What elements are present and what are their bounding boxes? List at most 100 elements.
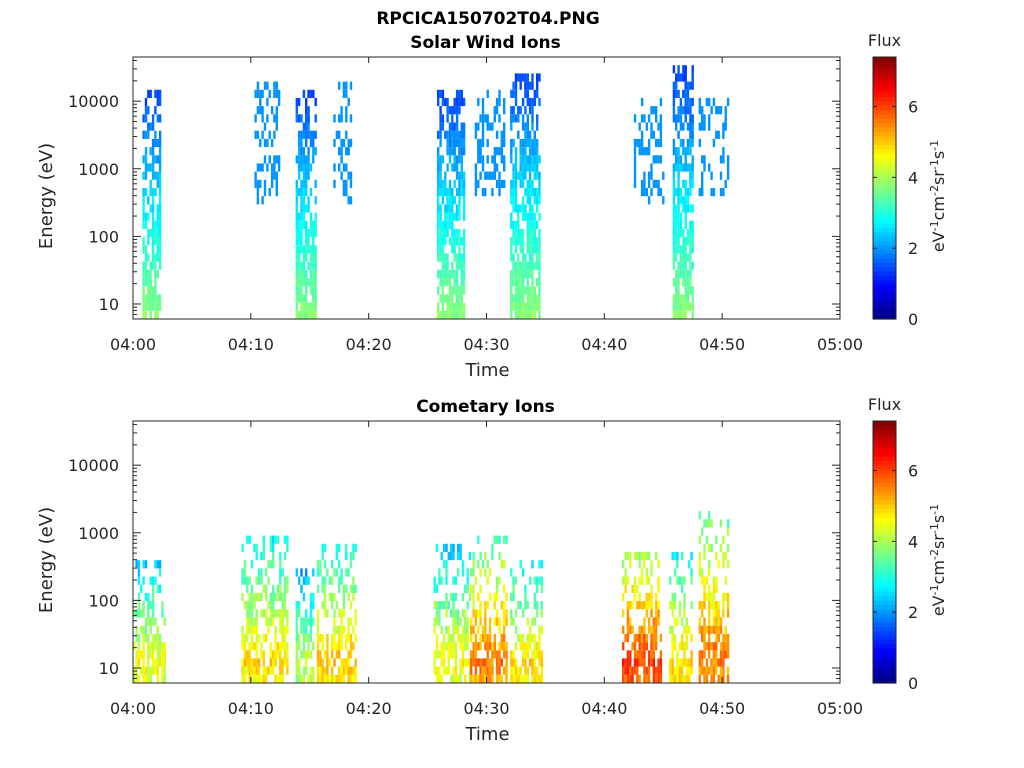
panel1-cell	[340, 106, 343, 115]
panel2-cell	[472, 609, 475, 618]
panel1-cell	[455, 228, 459, 238]
panel2-cell	[345, 666, 348, 675]
panel1-cell	[521, 155, 525, 164]
panel1-cell	[309, 188, 313, 197]
panel2-cell	[274, 609, 277, 618]
panel1-cell	[689, 81, 692, 90]
panel2-cell	[650, 609, 653, 618]
panel2-cell	[524, 666, 527, 675]
panel1-cell	[302, 179, 306, 188]
panel1-cell	[686, 294, 690, 303]
panel2-cell	[624, 552, 627, 561]
panel1-cell	[338, 114, 341, 123]
panel1-cell	[521, 269, 525, 279]
panel2-cell	[712, 650, 716, 659]
panel2-cell	[438, 666, 441, 675]
panel2-cell	[445, 601, 448, 610]
panel2-cell	[250, 633, 254, 643]
panel1-cell	[444, 237, 447, 246]
panel1-cell	[526, 212, 529, 221]
panel2-cell	[505, 650, 508, 659]
panel2-cell	[255, 666, 258, 675]
panel2-cell	[726, 601, 730, 610]
panel2-cell	[698, 552, 701, 561]
panel2-cell	[246, 576, 249, 585]
panel1-cell	[158, 155, 162, 164]
panel1-cell	[675, 302, 678, 311]
panel1-cell	[458, 237, 461, 246]
panel1-cell	[512, 237, 515, 246]
panel2-cell	[524, 674, 527, 683]
panel2-cell	[493, 633, 496, 643]
panel2-cell	[722, 601, 725, 610]
panel1-cell	[519, 81, 522, 90]
panel1-cell	[444, 228, 447, 238]
panel1-cell	[439, 114, 442, 123]
panel1-cell	[458, 188, 461, 197]
panel1-cell	[256, 188, 260, 197]
panel1-cell	[444, 179, 447, 188]
panel1-cell	[298, 163, 301, 172]
panel2-cell	[241, 576, 244, 585]
panel2-cell	[726, 650, 730, 659]
panel2-colorbar-swatch	[873, 652, 896, 658]
panel2-cell	[257, 592, 261, 602]
panel2-colorbar-swatch	[873, 552, 896, 557]
panel1-cell	[514, 286, 518, 295]
panel1-cell	[154, 253, 157, 262]
panel2-cell	[710, 666, 713, 675]
panel1-cell	[521, 147, 525, 156]
panel2-cell	[722, 535, 725, 544]
panel2-cell	[461, 592, 465, 602]
panel2-cell	[142, 560, 145, 569]
panel2-cell	[279, 674, 282, 683]
panel1-cell	[309, 163, 313, 172]
panel1-cell	[684, 294, 687, 303]
panel1-cell	[521, 204, 525, 213]
panel1-cell	[682, 228, 685, 238]
panel2-cell	[255, 617, 258, 626]
panel1-cell	[493, 147, 496, 156]
panel1-cell	[156, 155, 159, 164]
panel2-cell	[481, 674, 485, 683]
panel2-cell	[255, 674, 258, 683]
panel1-cell	[538, 228, 541, 238]
panel2-cell	[260, 568, 263, 577]
panel2-cell	[712, 592, 716, 602]
panel1-cell	[462, 130, 466, 139]
panel1-cell	[682, 310, 685, 319]
panel2-cell	[466, 568, 469, 577]
panel2-cell	[246, 650, 249, 659]
panel2-cell	[701, 576, 704, 585]
panel1-cell	[305, 163, 308, 172]
panel2-cell	[505, 658, 508, 667]
panel2-cell	[519, 666, 522, 675]
panel1-cell	[528, 130, 532, 139]
panel2-cell	[652, 642, 655, 651]
panel2-cell	[302, 666, 306, 675]
panel2-cell	[135, 650, 138, 659]
panel1-cell	[672, 114, 676, 123]
panel1-cell	[675, 269, 678, 279]
panel2-cell	[257, 576, 261, 585]
panel2-cell	[629, 552, 632, 561]
panel2-cell	[710, 658, 713, 667]
panel1-cell	[446, 97, 449, 107]
panel1-cell	[659, 114, 663, 123]
panel2-cell	[354, 658, 357, 667]
panel1-cell	[147, 302, 150, 311]
panel1-cell	[259, 97, 262, 107]
panel1-cell	[448, 196, 452, 205]
panel2-cell	[505, 535, 508, 544]
panel2-cell	[250, 674, 254, 683]
panel2-cell	[495, 584, 499, 593]
panel1-cell	[657, 179, 660, 188]
panel1-cell	[158, 188, 162, 197]
panel2-cell	[283, 535, 287, 544]
panel2-cell	[629, 674, 632, 683]
panel1-cell	[679, 73, 683, 82]
panel1-cell	[437, 171, 440, 180]
panel1-cell	[519, 278, 522, 287]
panel2-cell	[690, 658, 693, 667]
panel1-cell	[684, 196, 687, 205]
